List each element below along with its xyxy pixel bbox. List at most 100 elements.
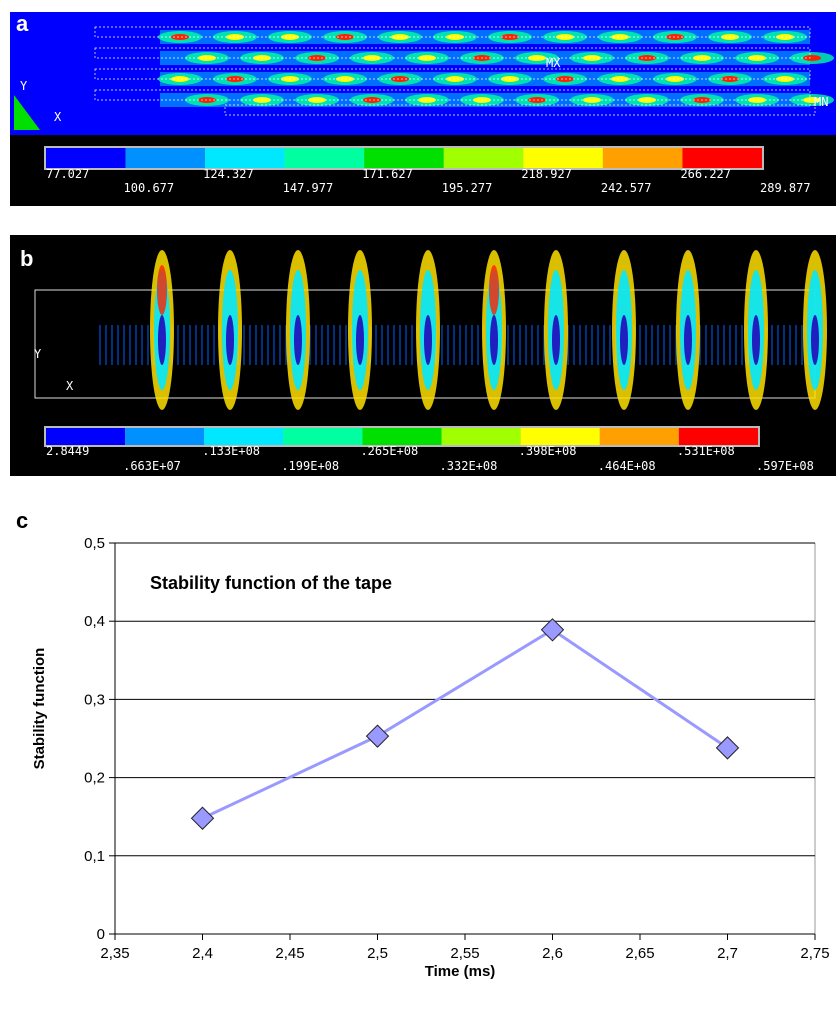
colorbar-label: .597E+08 [756, 459, 814, 473]
axis-marker: MN [814, 95, 828, 109]
colorbar-label: 147.977 [283, 181, 334, 195]
element-outline [94, 47, 811, 59]
element-outline [94, 89, 811, 101]
axis-marker: X [66, 379, 74, 393]
vector-cluster [158, 315, 166, 365]
stress-hotspot [363, 55, 381, 61]
colorbar-swatch [441, 428, 521, 445]
colorbar-swatch [46, 428, 126, 445]
x-tick-label: 2,7 [717, 945, 738, 962]
vector-cluster [811, 315, 819, 365]
axis-marker: MX [546, 56, 561, 70]
chart-title: Stability function of the tape [150, 573, 392, 593]
colorbar-swatch [602, 148, 683, 168]
vector-cluster [489, 265, 499, 315]
vector-cluster [620, 315, 628, 365]
x-tick-label: 2,6 [542, 945, 563, 962]
colorbar-swatch [284, 148, 365, 168]
vector-cluster [356, 315, 364, 365]
stress-hotspot [583, 97, 601, 103]
stress-hotspot [171, 76, 189, 82]
colorbar-label: 266.227 [680, 167, 731, 181]
colorbar-swatch [678, 428, 758, 445]
series-line [201, 628, 729, 820]
vector-cluster [226, 315, 234, 365]
panel-label: c [16, 508, 28, 533]
stress-hotspot [611, 34, 629, 40]
colorbar-label: 242.577 [601, 181, 652, 195]
x-tick-label: 2,35 [100, 945, 129, 962]
colorbar-label: .663E+07 [123, 459, 181, 473]
contour-decoration [14, 26, 834, 410]
vector-cluster [552, 315, 560, 365]
colorbar-label: 100.677 [124, 181, 175, 195]
colorbar-label: .133E+08 [202, 444, 260, 458]
panel-label: b [20, 246, 33, 271]
vector-cluster [424, 315, 432, 365]
colorbar-label: .398E+08 [519, 444, 577, 458]
colorbar-label: 2.8449 [46, 444, 89, 458]
stress-hotspot [803, 55, 821, 61]
vector-cluster [752, 315, 760, 365]
colorbar-swatch [443, 148, 524, 168]
data-point [715, 736, 740, 760]
colorbar-swatch [46, 148, 126, 168]
x-axis-label: Time (ms) [425, 963, 496, 980]
y-axis-label: Stability function [31, 648, 48, 770]
y-tick-label: 0,4 [84, 613, 105, 630]
x-tick-label: 2,4 [192, 945, 213, 962]
colorbar-label: .464E+08 [598, 459, 656, 473]
colorbar-swatch [362, 428, 442, 445]
colorbar-label: .265E+08 [360, 444, 418, 458]
stress-hotspot [308, 55, 326, 61]
colorbar-swatch [204, 428, 284, 445]
colorbar-swatch [599, 428, 679, 445]
stress-hotspot [583, 55, 601, 61]
stress-hotspot [611, 76, 629, 82]
x-tick-label: 2,45 [275, 945, 304, 962]
colorbar-label: .332E+08 [440, 459, 498, 473]
x-tick-label: 2,5 [367, 945, 388, 962]
colorbar-swatch [523, 148, 603, 168]
stress-hotspot [803, 97, 821, 103]
stress-hotspot [391, 76, 409, 82]
colorbar-swatch [682, 148, 762, 168]
colorbar-swatch [125, 428, 205, 445]
axis-marker: Y [20, 79, 28, 93]
colorbar-label: 77.027 [46, 167, 89, 181]
y-tick-label: 0 [97, 926, 105, 943]
data-point [540, 618, 565, 642]
axis-marker: X [54, 110, 62, 124]
y-tick-label: 0,5 [84, 535, 105, 552]
support [14, 95, 40, 130]
element-outline [94, 26, 811, 38]
colorbar-label: 289.877 [760, 181, 811, 195]
x-tick-label: 2,65 [625, 945, 654, 962]
stress-hotspot [363, 97, 381, 103]
colorbar-swatch [125, 148, 206, 168]
colorbar-label: .531E+08 [677, 444, 735, 458]
vector-cluster [294, 315, 302, 365]
colorbar-swatch [364, 148, 444, 168]
panel-label: a [16, 11, 29, 36]
stress-hotspot [171, 34, 189, 40]
colorbar-label: 124.327 [203, 167, 254, 181]
vector-cluster [157, 265, 167, 315]
colorbar-swatch [205, 148, 285, 168]
x-tick-label: 2,75 [800, 945, 829, 962]
colorbar-label: 195.277 [442, 181, 493, 195]
y-tick-label: 0,3 [84, 691, 105, 708]
colorbar-label: 218.927 [521, 167, 572, 181]
stress-hotspot [308, 97, 326, 103]
y-tick-label: 0,2 [84, 770, 105, 787]
vector-cluster [684, 315, 692, 365]
y-tick-label: 0,1 [84, 848, 105, 865]
colorbar-swatch [283, 428, 363, 445]
colorbar-label: 171.627 [362, 167, 413, 181]
x-tick-label: 2,55 [450, 945, 479, 962]
element-outline [94, 68, 811, 80]
stress-hotspot [391, 34, 409, 40]
data-point [190, 806, 215, 830]
colorbar-swatch [520, 428, 600, 445]
